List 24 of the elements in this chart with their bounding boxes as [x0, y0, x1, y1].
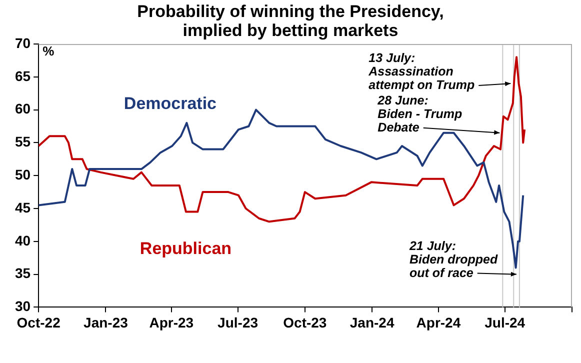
- y-tick-label: 40: [14, 232, 31, 248]
- y-tick-label: 30: [14, 298, 31, 314]
- x-tick-label: Apr-24: [416, 314, 461, 330]
- x-tick-label: Jul-23: [218, 314, 258, 330]
- chart-title: Probability of winning the Presidency, implied by betting markets: [137, 2, 444, 40]
- x-tick-label: Oct-22: [16, 314, 61, 330]
- series-label: Democratic: [124, 94, 217, 114]
- y-tick-label: 45: [14, 199, 31, 216]
- y-tick-label: 65: [14, 68, 31, 84]
- x-tick-label: Oct-23: [283, 314, 327, 330]
- y-tick-label: 50: [14, 166, 31, 182]
- y-axis-title: %: [42, 44, 55, 59]
- x-tick-label: Jan-23: [84, 314, 128, 330]
- y-tick-label: 60: [14, 100, 31, 117]
- y-tick-label: 55: [14, 134, 31, 150]
- x-tick-label: Jan-24: [350, 314, 394, 330]
- annotation: 28 June: Biden - Trump Debate: [376, 93, 463, 134]
- y-tick-label: 70: [14, 34, 31, 51]
- annotation: 13 July: Assassination attempt on Trump: [368, 50, 476, 92]
- x-tick-label: Apr-23: [149, 314, 194, 330]
- annotation: 21 July: Biden dropped out of race: [408, 238, 498, 280]
- x-tick-label: Jul-24: [484, 314, 526, 330]
- y-tick-label: 35: [14, 265, 31, 282]
- series-label: Republican: [140, 238, 232, 258]
